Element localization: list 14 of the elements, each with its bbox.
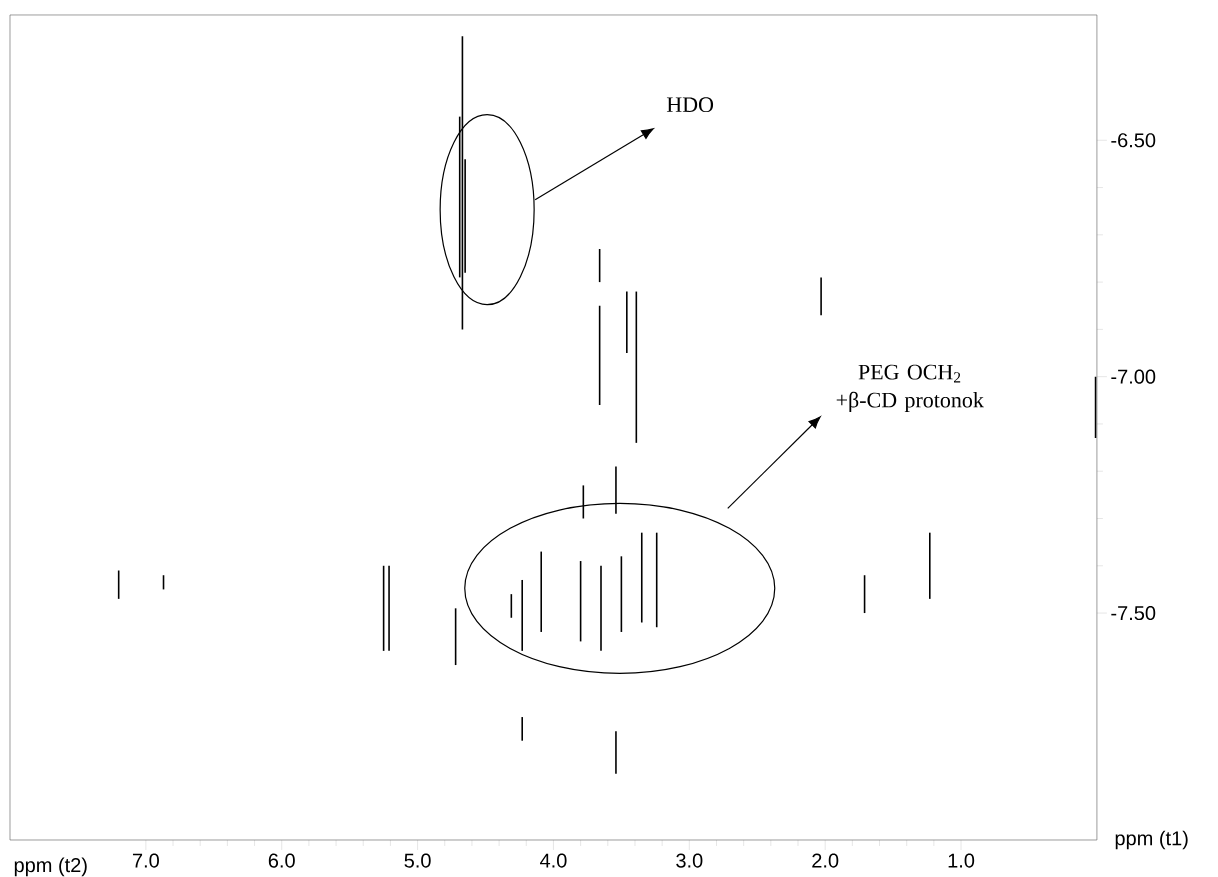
x-tick-label: 7.0 [132, 853, 159, 868]
x-tick-label: 2.0 [812, 853, 839, 868]
y-tick-label: -7.50 [1111, 605, 1156, 621]
x-tick-label: 5.0 [404, 853, 431, 868]
y-tick-label: -6.50 [1111, 133, 1156, 148]
y-axis-title: ppm (t1) [1115, 830, 1188, 850]
y-tick-label: -7.00 [1111, 369, 1156, 384]
x-axis-title: ppm (t2) [14, 857, 87, 877]
x-tick-label: 6.0 [268, 853, 295, 868]
annotation: PEG OCH$_{2}$ +β-CD protonok [836, 364, 984, 412]
x-tick-label: 4.0 [540, 853, 567, 868]
x-tick-label: 1.0 [948, 853, 975, 868]
x-tick-label: 3.0 [676, 853, 703, 868]
annotation: HDO [666, 97, 714, 113]
